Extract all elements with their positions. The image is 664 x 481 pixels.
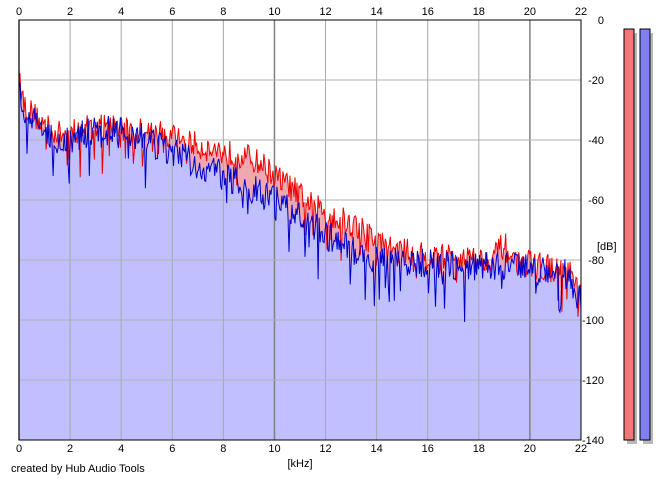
x-tick-label: 18 (473, 6, 485, 18)
x-tick-label: 16 (422, 443, 434, 455)
x-tick-label: 22 (575, 6, 587, 18)
x-tick-label: 12 (319, 443, 331, 455)
x-tick-label: 14 (371, 443, 383, 455)
y-tick-label: -140 (582, 435, 604, 447)
x-tick-label: 10 (268, 443, 280, 455)
x-tick-label: 16 (422, 6, 434, 18)
y-tick-label: -60 (588, 195, 604, 207)
x-tick-labels-top: 0 2 4 6 8 10 12 14 16 18 20 22 (16, 6, 587, 18)
x-tick-label: 0 (16, 443, 22, 455)
x-tick-label: 6 (169, 6, 175, 18)
x-tick-label: 20 (524, 6, 536, 18)
x-tick-label: 2 (67, 6, 73, 18)
y-tick-labels: 0 -20 -40 -60 -80 -100 -120 -140 (582, 15, 604, 447)
x-tick-label: 18 (473, 443, 485, 455)
x-tick-label: 4 (118, 443, 124, 455)
right-channel-area (19, 83, 581, 440)
y-tick-label: -40 (588, 135, 604, 147)
x-tick-label: 22 (575, 443, 587, 455)
y-tick-label: -120 (582, 375, 604, 387)
x-tick-label: 20 (524, 443, 536, 455)
x-tick-label: 2 (67, 443, 73, 455)
y-tick-label: -100 (582, 315, 604, 327)
x-tick-label: 10 (268, 6, 280, 18)
y-tick-label: 0 (598, 15, 604, 27)
spectrum-lines (18, 73, 582, 323)
y-axis-label: [dB] (597, 241, 617, 253)
x-tick-label: 4 (118, 6, 124, 18)
x-tick-label: 14 (371, 6, 383, 18)
credit-text: created by Hub Audio Tools (11, 463, 145, 475)
y-tick-label: -20 (588, 75, 604, 87)
y-tick-label: -80 (588, 255, 604, 267)
x-axis-label: [kHz] (287, 458, 312, 470)
x-tick-labels-bottom: 0 2 4 6 8 10 12 14 16 18 20 22 (16, 443, 587, 455)
spectrum-areas (19, 73, 581, 440)
x-tick-label: 0 (16, 6, 22, 18)
level-meters (623, 28, 653, 444)
left-level-meter (623, 28, 635, 441)
plot-border (18, 19, 582, 441)
x-tick-label: 8 (220, 443, 226, 455)
x-tick-label: 12 (319, 6, 331, 18)
x-tick-label: 6 (169, 443, 175, 455)
right-channel-line (18, 82, 582, 323)
x-tick-label: 8 (220, 6, 226, 18)
right-level-meter (639, 28, 651, 441)
